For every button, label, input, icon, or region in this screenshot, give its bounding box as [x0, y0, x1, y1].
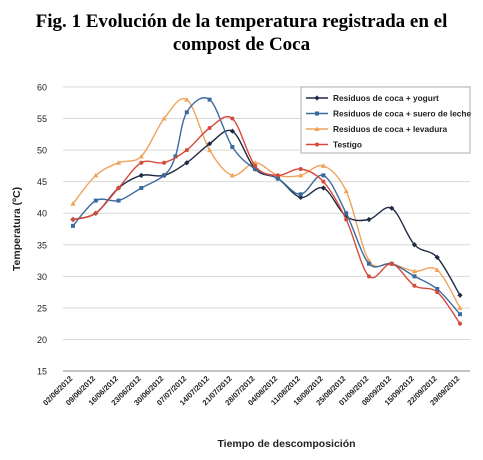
data-point: [366, 261, 371, 266]
y-tick-label: 25: [37, 303, 47, 313]
y-tick-label: 60: [37, 83, 47, 93]
legend-item: Residuos de coca + yogurt: [306, 93, 439, 103]
data-point: [116, 185, 121, 190]
legend-marker: [314, 126, 320, 131]
data-point: [184, 97, 190, 102]
legend-item: Testigo: [306, 140, 362, 150]
legend-item: Residuos de coca + suero de leche: [306, 109, 471, 119]
data-point: [411, 268, 418, 274]
data-point: [138, 153, 144, 159]
data-point: [412, 283, 417, 288]
y-tick-label: 40: [37, 209, 47, 219]
legend-marker: [315, 142, 319, 147]
data-point: [93, 198, 98, 203]
legend-marker: [314, 95, 320, 101]
y-tick-label: 55: [37, 114, 47, 124]
data-point: [70, 201, 76, 206]
data-point: [366, 216, 372, 223]
data-point: [161, 115, 167, 121]
data-point: [71, 223, 75, 228]
x-axis-label: Tiempo de descomposición: [217, 438, 355, 450]
data-point: [184, 110, 189, 115]
data-point: [71, 217, 75, 222]
data-point: [458, 321, 462, 326]
data-point: [207, 126, 212, 131]
data-point: [389, 261, 394, 266]
legend-box: [300, 86, 471, 154]
data-point: [298, 167, 303, 172]
series-lines: [70, 97, 463, 326]
data-point: [434, 267, 440, 273]
data-point: [230, 116, 235, 121]
data-point: [389, 205, 395, 211]
data-point: [116, 198, 121, 203]
data-point: [298, 192, 303, 197]
data-point: [184, 160, 190, 166]
legend-label: Residuos de coca + levadura: [333, 124, 448, 134]
data-point: [275, 176, 280, 181]
series-4: [71, 115, 462, 326]
data-point: [344, 217, 349, 222]
data-point: [344, 211, 349, 216]
figure-title-line-1: Fig. 1 Evolución de la temperatura regis…: [35, 11, 448, 32]
data-point: [93, 172, 99, 178]
figure-title: Fig. 1 Evolución de la temperatura regis…: [0, 10, 483, 56]
data-point: [229, 172, 235, 178]
legend-label: Residuos de coca + suero de leche: [333, 109, 471, 119]
data-point: [162, 173, 167, 178]
y-tick-label: 15: [37, 367, 47, 377]
data-point: [411, 242, 418, 248]
data-point: [184, 148, 189, 153]
data-point: [435, 290, 440, 295]
y-tick-label: 50: [37, 146, 47, 156]
figure-title-line-2: compost de Coca: [172, 34, 311, 55]
y-tick-label: 45: [37, 177, 47, 187]
data-point: [457, 292, 463, 298]
data-point: [298, 194, 304, 201]
data-point: [115, 160, 122, 165]
data-point: [206, 141, 213, 147]
legend-label: Testigo: [333, 140, 362, 150]
x-tick-labels: 02/06/201209/06/201216/06/201223/06/2012…: [41, 374, 461, 407]
legend-item: Residuos de coca + levadura: [306, 124, 448, 134]
data-point: [458, 312, 462, 317]
data-point: [366, 274, 371, 279]
data-point: [321, 173, 326, 178]
data-point: [173, 154, 178, 159]
data-point: [253, 163, 258, 168]
data-point: [320, 163, 327, 168]
data-point: [138, 172, 144, 178]
data-point: [321, 179, 326, 184]
data-point: [343, 188, 349, 194]
data-point: [139, 160, 144, 165]
data-point: [298, 172, 304, 178]
data-point: [457, 305, 463, 310]
data-point: [93, 211, 98, 216]
series-line: [72, 115, 461, 325]
y-axis-label: Temperatura (ºC): [11, 187, 23, 271]
data-point: [206, 147, 213, 153]
data-point: [320, 185, 327, 191]
data-point: [434, 254, 440, 260]
y-tick-labels: 15 20 25 30 35 40 45 50 55 60: [37, 83, 47, 377]
data-point: [230, 144, 235, 149]
legend: Residuos de coca + yogurt Residuos de coc…: [300, 86, 471, 154]
data-point: [412, 274, 417, 279]
legend-label: Residuos de coca + yogurt: [333, 93, 439, 103]
y-tick-label: 35: [37, 240, 47, 250]
data-point: [139, 185, 144, 190]
y-tick-label: 20: [37, 335, 47, 345]
data-point: [435, 286, 440, 291]
data-point: [253, 167, 258, 172]
data-point: [275, 173, 280, 178]
data-point: [162, 160, 167, 165]
y-tick-label: 30: [37, 272, 47, 282]
data-point: [229, 128, 235, 134]
legend-marker: [315, 111, 319, 116]
data-point: [207, 97, 212, 102]
